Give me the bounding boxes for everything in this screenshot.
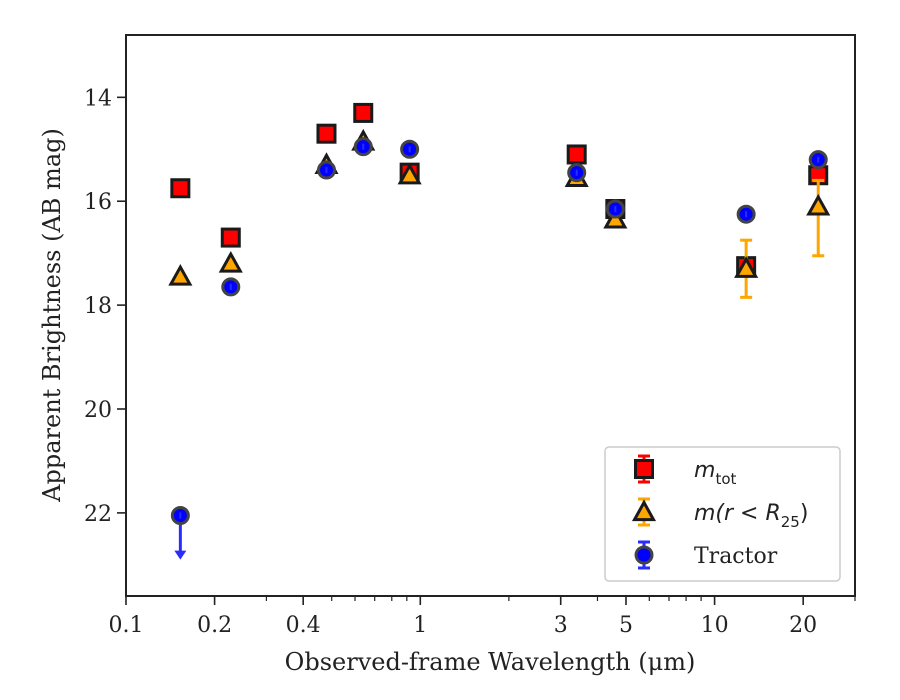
- x-tick-label: 3: [554, 613, 568, 638]
- legend-marker-tractor: [634, 545, 654, 565]
- legend-marker-mr25: [631, 499, 657, 522]
- y-axis-ticks: 14 16 18 20 22: [84, 86, 126, 527]
- y-tick-label: 18: [84, 294, 112, 319]
- legend-label-mr25: m(r < R25): [694, 501, 808, 531]
- y-tick-label: 14: [84, 86, 112, 111]
- x-axis-ticks: 0.1 0.2 0.4 1 3 5 10 20: [109, 596, 856, 638]
- x-tick-label: 20: [789, 613, 817, 638]
- x-axis-label: Observed-frame Wavelength (μm): [285, 648, 696, 676]
- x-tick-label: 1: [413, 613, 427, 638]
- legend-box: [604, 446, 841, 582]
- y-tick-label: 20: [84, 398, 112, 423]
- legend-label-tractor: Tractor: [694, 544, 778, 569]
- x-tick-label: 10: [701, 613, 729, 638]
- series-tractor: [170, 137, 828, 560]
- legend: mtot m(r < R25) Tractor: [604, 446, 841, 582]
- y-tick-label: 22: [84, 502, 112, 527]
- legend-label-mtot: mtot: [694, 458, 736, 488]
- x-tick-label: 0.1: [109, 613, 144, 638]
- y-tick-label: 16: [84, 190, 112, 215]
- x-tick-label: 0.4: [286, 613, 321, 638]
- y-axis-label: Apparent Brightness (AB mag): [38, 128, 66, 503]
- plot-frame: [125, 34, 856, 597]
- x-tick-label: 5: [619, 613, 633, 638]
- data-marks: [168, 102, 831, 560]
- legend-marker-mtot: [634, 459, 654, 479]
- x-tick-label: 0.2: [197, 613, 232, 638]
- upper-limit-arrow: [174, 550, 187, 560]
